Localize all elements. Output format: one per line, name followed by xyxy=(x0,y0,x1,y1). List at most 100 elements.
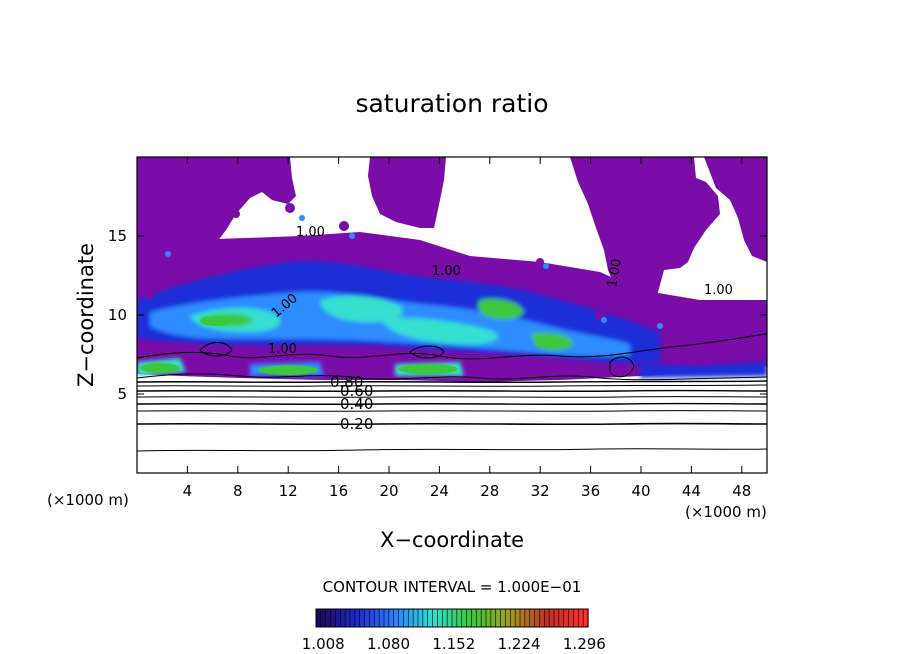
x-axis-label: X−coordinate xyxy=(380,528,524,552)
colorbar-cell xyxy=(475,608,482,628)
colorbar-cell xyxy=(325,608,332,628)
colorbar-cell xyxy=(432,608,439,628)
colorbar-cell xyxy=(514,608,521,628)
x-tick-label: 24 xyxy=(430,482,449,500)
colorbar-cell xyxy=(495,608,502,628)
colorbar-cell xyxy=(553,608,560,628)
contour-label: 1.00 xyxy=(432,264,461,279)
colorbar-cell xyxy=(335,608,341,628)
contour-labels: 0.20 0.40 0.60 0.80 1.00 1.00 1.00 1.00 … xyxy=(268,225,733,433)
y-tick-label: 15 xyxy=(108,227,127,245)
x-tick-label: 8 xyxy=(233,482,243,500)
colorbar-cell xyxy=(471,608,477,628)
colorbar-cell xyxy=(437,608,443,628)
colorbar-tick-labels: 1.008 1.080 1.152 1.224 1.296 xyxy=(302,635,606,653)
x-tick-label: 4 xyxy=(183,482,193,500)
x-unit-left: (×1000 m) xyxy=(47,491,129,509)
colorbar-cell xyxy=(359,608,366,628)
colorbar-cell xyxy=(378,608,385,628)
colorbar-tick-label: 1.008 xyxy=(302,635,345,653)
contour-interval-text: CONTOUR INTERVAL = 1.000E−01 xyxy=(323,578,582,596)
x-tick-label: 44 xyxy=(682,482,701,500)
x-tick-label: 28 xyxy=(480,482,499,500)
x-unit-right: (×1000 m) xyxy=(685,503,767,521)
colorbar-cell xyxy=(441,608,448,628)
colorbar-cell xyxy=(398,608,405,628)
colorbar-cell xyxy=(480,608,487,628)
y-tick-label: 10 xyxy=(108,306,127,324)
chart-title: saturation ratio xyxy=(355,89,548,118)
colorbar-cell xyxy=(466,608,473,628)
contour-label: 1.00 xyxy=(704,283,733,298)
colorbar-tick-label: 1.296 xyxy=(563,635,606,653)
colorbar-cell xyxy=(568,608,575,628)
colorbar-cell xyxy=(407,608,414,628)
colorbar-cell xyxy=(563,608,570,628)
x-tick-label: 48 xyxy=(732,482,751,500)
green-cores xyxy=(140,316,560,375)
colorbar-cell xyxy=(577,608,584,628)
colorbar-cell xyxy=(373,608,380,628)
colorbar-cell xyxy=(369,608,375,628)
colorbar-cell xyxy=(330,608,337,628)
colorbar-cell xyxy=(485,608,492,628)
colorbar-cell xyxy=(339,608,346,628)
contour-label: 0.80 xyxy=(330,373,363,391)
colorbar-cell xyxy=(417,608,424,628)
colorbar xyxy=(315,608,589,628)
colorbar-tick-label: 1.224 xyxy=(498,635,541,653)
x-tick-label: 36 xyxy=(581,482,600,500)
colorbar-cell xyxy=(403,608,409,628)
colorbar-cell xyxy=(446,608,453,628)
colorbar-frame xyxy=(315,608,589,628)
colorbar-cell xyxy=(320,608,327,628)
colorbar-cell xyxy=(412,608,419,628)
y-axis-label: Z−coordinate xyxy=(74,243,98,387)
contour-label: 0.20 xyxy=(340,415,373,433)
plot-area: 0.20 0.40 0.60 0.80 1.00 1.00 1.00 1.00 … xyxy=(137,157,767,473)
colorbar-cell xyxy=(548,608,555,628)
x-tick-label: 12 xyxy=(279,482,298,500)
contour-label: 0.60 xyxy=(340,382,373,400)
supersaturation-blobs xyxy=(137,261,767,378)
colorbar-cell xyxy=(519,608,526,628)
colorbar-cell xyxy=(315,608,322,628)
colorbar-cell xyxy=(529,608,536,628)
colorbar-cell xyxy=(422,608,429,628)
x-tick-label: 20 xyxy=(379,482,398,500)
colorbar-cell xyxy=(451,608,458,628)
colorbar-cell xyxy=(354,608,361,628)
colorbar-cell xyxy=(344,608,351,628)
colorbar-tick-label: 1.152 xyxy=(432,635,475,653)
colorbar-cell xyxy=(543,608,550,628)
x-tick-label: 40 xyxy=(631,482,650,500)
y-axis-ticks: 5 10 15 xyxy=(108,227,767,403)
colorbar-cell xyxy=(383,608,390,628)
colorbar-tick-label: 1.080 xyxy=(367,635,410,653)
colorbar-cell xyxy=(461,608,468,628)
colorbar-cell xyxy=(364,608,371,628)
x-tick-label: 16 xyxy=(329,482,348,500)
contour-label: 1.00 xyxy=(268,342,297,357)
colorbar-cell xyxy=(490,608,497,628)
colorbar-cell xyxy=(393,608,400,628)
colorbar-cell xyxy=(539,608,545,628)
speckles-blue xyxy=(165,215,663,329)
colorbar-cell xyxy=(558,608,565,628)
colorbar-cell xyxy=(349,608,356,628)
colorbar-cell xyxy=(505,608,511,628)
colorbar-cell xyxy=(573,608,579,628)
x-tick-label: 32 xyxy=(531,482,550,500)
colorbar-cell xyxy=(427,608,434,628)
contour-label: 0.40 xyxy=(340,395,373,413)
contour-label: 1.00 xyxy=(296,225,325,240)
colorbar-cell xyxy=(500,608,507,628)
colorbar-cell xyxy=(524,608,531,628)
x-axis-ticks: 4 8 12 16 20 24 28 32 36 40 44 48 xyxy=(183,157,751,500)
colorbar-cell xyxy=(509,608,516,628)
colorbar-cell xyxy=(456,608,463,628)
contour-lines xyxy=(137,333,767,452)
y-tick-label: 5 xyxy=(117,385,127,403)
colorbar-cell xyxy=(388,608,395,628)
